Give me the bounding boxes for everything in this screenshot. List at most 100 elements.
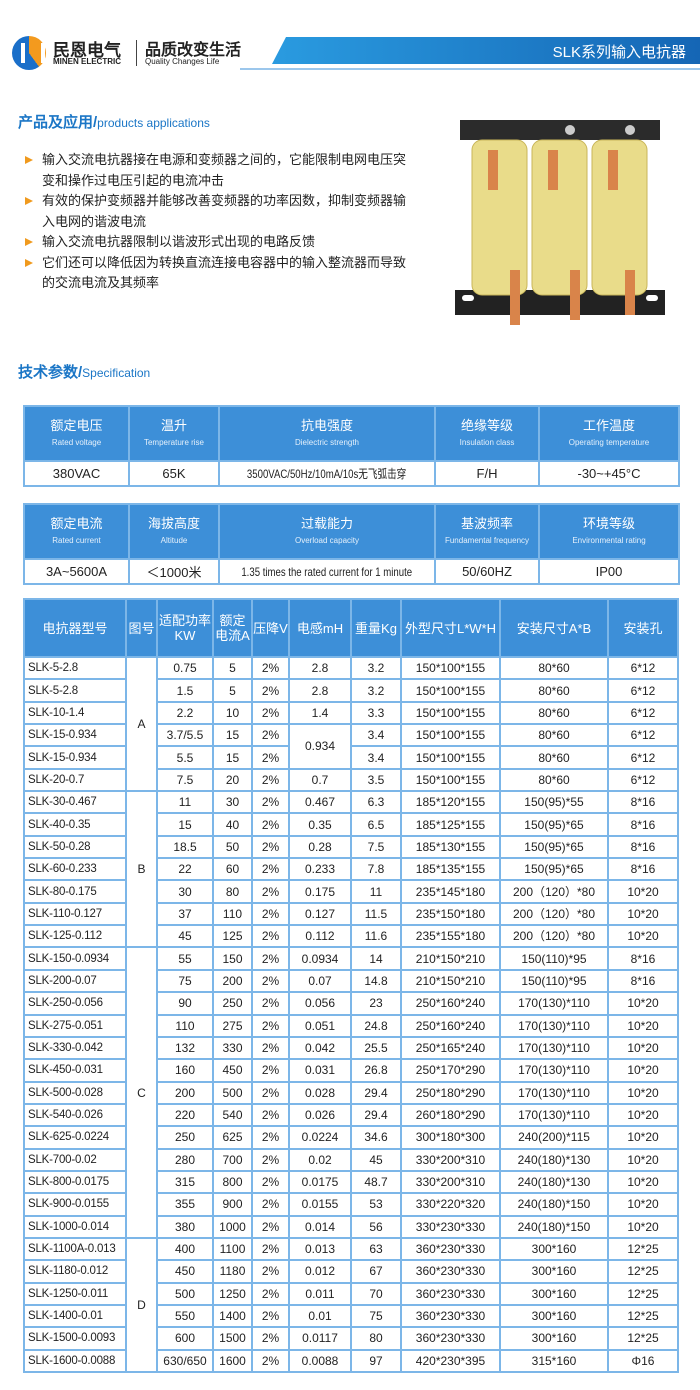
- heading-cn: 技术参数/: [18, 364, 83, 381]
- spec-value: 3500VAC/50Hz/10mA/10s无飞弧击穿: [247, 467, 407, 481]
- heading-en: products applications: [97, 116, 210, 130]
- column-header: 绝缘等级 Insulation class: [434, 405, 540, 462]
- spec-table-1: 额定电压 Rated voltage 温升 Temperature rise 抗电强度 D…: [23, 405, 680, 487]
- table-cell: 1400: [212, 1303, 253, 1329]
- table-cell: 250*160*240: [400, 991, 501, 1016]
- table-cell: 15: [212, 745, 253, 770]
- table-cell: 14: [350, 946, 402, 971]
- table-cell: 12*25: [607, 1326, 679, 1351]
- table-cell: 240(200)*115: [499, 1125, 609, 1150]
- table-cell: 315: [156, 1169, 214, 1195]
- table-cell: 185*135*155: [400, 857, 501, 882]
- table-cell: 2%: [251, 1303, 290, 1329]
- table-cell: 450: [156, 1259, 214, 1284]
- model-cell: SLK-50-0.28: [23, 834, 127, 860]
- column-header: 重量Kg: [350, 598, 402, 658]
- model-cell: SLK-125-0.112: [23, 924, 127, 949]
- table-cell: 360*230*330: [400, 1303, 501, 1329]
- heading-cn: 产品及应用/: [18, 114, 98, 131]
- column-header: 图号: [125, 598, 158, 658]
- table-cell: 10*20: [607, 1125, 679, 1150]
- table-cell: 360*230*330: [400, 1236, 501, 1262]
- brand-name-en: MINEN ELECTRIC: [53, 57, 121, 66]
- table-cell: 30: [156, 879, 214, 904]
- slogan: 品质改变生活: [145, 42, 242, 59]
- header-cn: 绝缘等级: [460, 417, 513, 433]
- table-cell: 8*16: [607, 790, 679, 815]
- table-cell: 2%: [251, 1035, 290, 1061]
- header-cn: 环境等级: [582, 515, 635, 531]
- table-cell: 3.5: [350, 767, 402, 793]
- table-row: SLK-50-0.28 18.5 50 2% 0.28 7.5 185*130*155 150…: [23, 834, 679, 860]
- table-cell: 300*160: [499, 1236, 609, 1262]
- figure-cell: A: [125, 655, 158, 793]
- table-cell: 6.5: [350, 812, 402, 837]
- table-cell: 0.127: [288, 901, 352, 927]
- table-cell: 5.5: [156, 745, 214, 770]
- divider: [136, 40, 137, 66]
- table-cell: 2%: [251, 924, 290, 949]
- table-cell: 11.6: [350, 924, 402, 949]
- table-cell: 330: [212, 1035, 253, 1061]
- spec-table-2: 额定电流 Rated current 海拔高度 Altitude 过载能力 Overloa…: [23, 503, 680, 585]
- table-cell: 0.031: [288, 1058, 352, 1083]
- table-cell: 2.8: [288, 678, 352, 703]
- column-header: 压降V: [251, 598, 290, 658]
- table-cell: 0.7: [288, 767, 352, 793]
- table-cell: 235*155*180: [400, 924, 501, 949]
- table-cell: 550: [156, 1303, 214, 1329]
- model-cell: SLK-1600-0.0088: [23, 1348, 127, 1374]
- table-row: SLK-625-0.0224 250 625 2% 0.0224 34.6 300*180*…: [23, 1125, 679, 1150]
- table-cell: 300*160: [499, 1259, 609, 1284]
- table-cell: 630/650: [156, 1348, 214, 1374]
- table-cell: 330*220*320: [400, 1192, 501, 1217]
- table-cell: 0.0224: [288, 1125, 352, 1150]
- table-cell: 2%: [251, 723, 290, 748]
- table-row: SLK-540-0.026 220 540 2% 0.026 29.4 260*180*29…: [23, 1102, 679, 1128]
- table-row: SLK-1600-0.0088 630/650 1600 2% 0.0088 97 420*…: [23, 1348, 679, 1374]
- table-cell: 2%: [251, 678, 290, 703]
- table-cell: 29.4: [350, 1080, 402, 1105]
- table-cell: 0.0175: [288, 1169, 352, 1195]
- table-cell: 2%: [251, 1259, 290, 1284]
- table-cell: 540: [212, 1102, 253, 1128]
- table-cell: 170(130)*110: [499, 1102, 609, 1128]
- model-cell: SLK-110-0.127: [23, 901, 127, 927]
- column-header: 环境等级 Environmental rating: [538, 503, 680, 560]
- table-cell: 355: [156, 1192, 214, 1217]
- table-cell: 2%: [251, 1013, 290, 1038]
- table-cell: 6*12: [607, 655, 679, 681]
- list-item: 有效的保护变频器并能够改善变频器的功率因数，抑制变频器输入电网的谐波电流: [22, 191, 417, 232]
- table-cell: 80*60: [499, 745, 609, 770]
- table-cell: 315*160: [499, 1348, 609, 1374]
- table-cell: 10*20: [607, 1035, 679, 1061]
- table-cell: 34.6: [350, 1125, 402, 1150]
- table-row: SLK-330-0.042 132 330 2% 0.042 25.5 250*165*24…: [23, 1035, 679, 1061]
- table-cell: 150*100*155: [400, 767, 501, 793]
- table-cell: 8*16: [607, 946, 679, 971]
- table-cell: 625: [212, 1125, 253, 1150]
- table-cell: 360*230*330: [400, 1281, 501, 1306]
- spec-value-cell: 1.35 times the rated current for 1 minut…: [218, 558, 436, 585]
- table-cell: 10*20: [607, 1147, 679, 1172]
- table-cell: 0.056: [288, 991, 352, 1016]
- model-cell: SLK-5-2.8: [23, 678, 127, 703]
- table-cell: 2%: [251, 968, 290, 994]
- table-cell: 0.012: [288, 1259, 352, 1284]
- table-cell: 0.0088: [288, 1348, 352, 1374]
- table-cell: 12*25: [607, 1259, 679, 1284]
- model-cell: SLK-1500-0.0093: [23, 1326, 127, 1351]
- spec-value: 65K: [128, 460, 220, 487]
- table-cell: 25.5: [350, 1035, 402, 1061]
- table-cell: 2%: [251, 790, 290, 815]
- table-cell: 80: [350, 1326, 402, 1351]
- table-row: SLK-500-0.028 200 500 2% 0.028 29.4 250*180*29…: [23, 1080, 679, 1105]
- table-cell: 14.8: [350, 968, 402, 994]
- model-table: 电抗器型号 图号 适配功率KW 额定电流A 压降V 电感mH 重量Kg 外型尺寸L*W*H 安装…: [23, 598, 679, 1374]
- table-row: SLK-900-0.0155 355 900 2% 0.0155 53 330*220*32…: [23, 1192, 679, 1217]
- table-row: SLK-40-0.35 15 40 2% 0.35 6.5 185*125*155 150(9…: [23, 812, 679, 837]
- model-cell: SLK-20-0.7: [23, 767, 127, 793]
- table-cell: 150(95)*65: [499, 857, 609, 882]
- table-cell: 10*20: [607, 991, 679, 1016]
- table-cell: 800: [212, 1169, 253, 1195]
